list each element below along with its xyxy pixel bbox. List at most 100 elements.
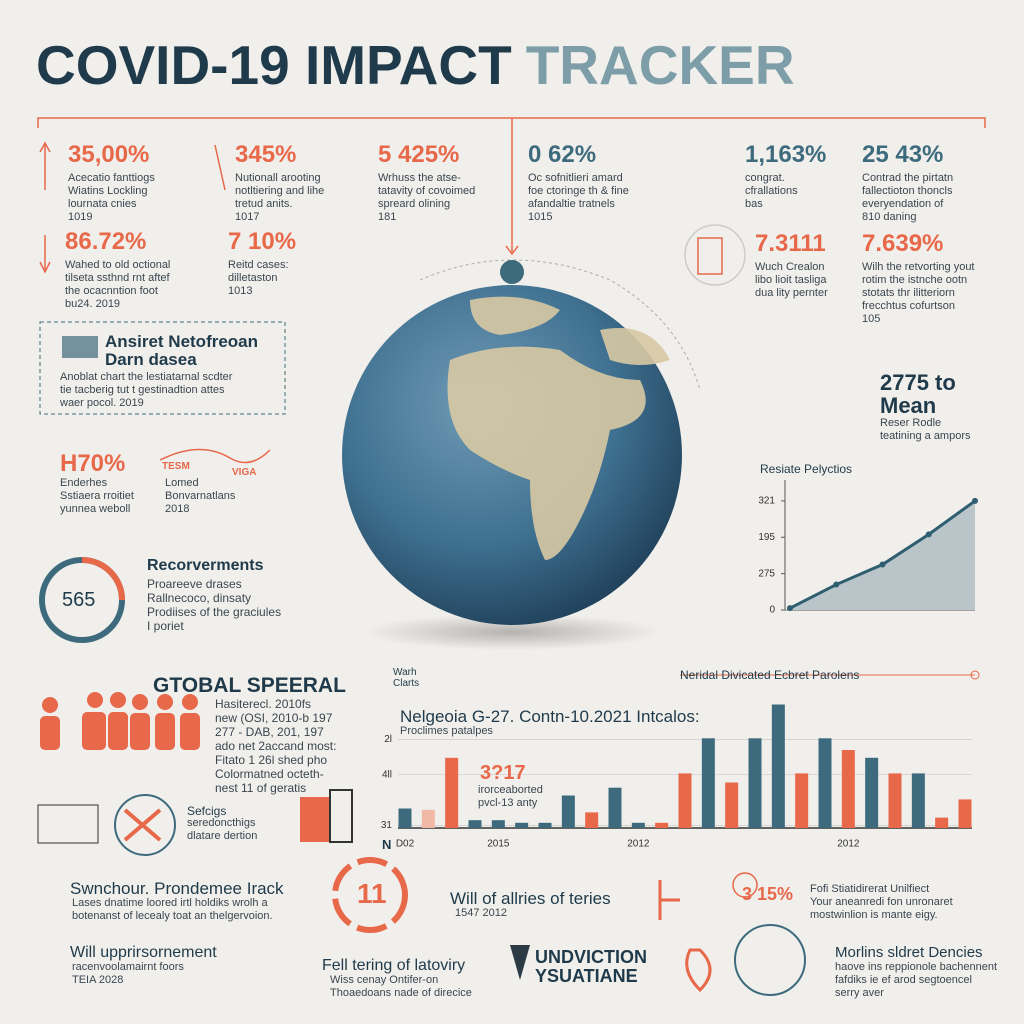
bar bbox=[911, 773, 925, 828]
stat-text: 181 bbox=[378, 211, 397, 223]
people-icons bbox=[40, 692, 200, 750]
bar bbox=[445, 757, 459, 828]
bar bbox=[795, 773, 809, 828]
panel-heading: YSUATIANE bbox=[535, 965, 638, 986]
panel-text: nest 11 of geratis bbox=[215, 781, 307, 795]
panel-text: haove ins reppionole bachennent bbox=[835, 961, 998, 973]
area bbox=[785, 500, 975, 610]
frame-lines bbox=[37, 117, 986, 256]
stat-text: Wuch Crealon bbox=[755, 261, 825, 273]
stat-text: dua lity pernter bbox=[755, 287, 828, 299]
point bbox=[972, 497, 978, 504]
stat-text: foe ctoringe th & fine bbox=[528, 185, 629, 197]
bar bbox=[538, 822, 552, 828]
panel-text: serry aver bbox=[835, 987, 884, 999]
stat-text: Wahed to old octional bbox=[65, 259, 171, 271]
stat-value: 5 425% bbox=[378, 141, 460, 168]
bar bbox=[585, 812, 599, 828]
stat-text: afandaltie tratnels bbox=[528, 198, 615, 210]
stat-text: stotats thr ilitteriorn bbox=[862, 287, 955, 299]
panel-text: waer pocol. 2019 bbox=[60, 397, 144, 409]
panel-text: Prodiises of the graciules bbox=[147, 605, 282, 619]
panel-text: Colormatned octeth- bbox=[215, 767, 324, 781]
panel-text: irorceaborted bbox=[478, 784, 543, 796]
bar bbox=[818, 738, 832, 828]
panel-text: yunnea weboll bbox=[60, 503, 131, 515]
stat-value: 345% bbox=[235, 141, 297, 168]
panel-heading: 2775 to bbox=[880, 370, 956, 395]
stat-text: Oc sofnitlieri amard bbox=[528, 172, 623, 184]
stat-text: fallectioton thoncls bbox=[862, 185, 953, 197]
bar bbox=[748, 738, 762, 828]
bar bbox=[958, 799, 972, 828]
point bbox=[787, 605, 793, 612]
panel-heading: 3 15% bbox=[742, 884, 794, 904]
panel-heading: Ansiret Netofreoan bbox=[105, 332, 259, 351]
panel-text: Enderhes bbox=[60, 477, 108, 489]
panel-text: Reser Rodle bbox=[880, 417, 942, 429]
chart-title: Nelgeoia G-27. Contn-10.2021 Intcalos: bbox=[400, 707, 700, 726]
point bbox=[925, 531, 932, 538]
panel-heading: Morlins sldret Dencies bbox=[835, 944, 983, 961]
stat-text: 105 bbox=[862, 313, 881, 325]
land bbox=[447, 296, 670, 560]
panel-text: Bonvarnatlans bbox=[165, 490, 236, 502]
panel-heading: Fell tering of latoviry bbox=[322, 957, 466, 974]
bar bbox=[561, 795, 575, 828]
stat-text: Acecatio fanttiogs bbox=[68, 172, 155, 184]
stat-value: 35,00% bbox=[68, 141, 150, 168]
stat-text: rotim the istnche ootn bbox=[862, 274, 968, 286]
stat-text: 810 daning bbox=[862, 211, 917, 223]
stat-value: 7.3111 bbox=[755, 230, 826, 257]
panel-text: seredoncthigs bbox=[187, 817, 256, 829]
y-tick-label: 0 bbox=[769, 605, 775, 616]
stat-value: 86.72% bbox=[65, 228, 147, 255]
panel-heading: Darn dasea bbox=[105, 349, 197, 369]
stat-text: Nutionall arooting bbox=[235, 172, 321, 184]
bar bbox=[631, 822, 645, 828]
stat-value: 25 43% bbox=[862, 141, 944, 168]
stat-text: spreard olining bbox=[378, 198, 451, 210]
x-tick-label: 2015 bbox=[487, 839, 510, 850]
bar bbox=[678, 773, 692, 828]
cross-icon bbox=[123, 808, 162, 842]
stat-text: Wiatins Lockling bbox=[68, 185, 148, 197]
panel-icon bbox=[62, 336, 98, 358]
chart-subtitle: Proclimes patalpes bbox=[400, 725, 493, 737]
stat-text: 1017 bbox=[235, 211, 260, 223]
stat-text: libo lioit tasliga bbox=[755, 274, 827, 286]
bar bbox=[398, 808, 412, 828]
y-tick-label: 31 bbox=[381, 820, 393, 831]
panel-text: racenvoolamairnt foors bbox=[72, 961, 184, 973]
gauge-value: 565 bbox=[62, 589, 96, 611]
bar bbox=[701, 738, 715, 828]
panel-heading: H70% bbox=[60, 450, 126, 477]
stat-text: bas bbox=[745, 198, 763, 210]
scribble bbox=[159, 448, 271, 464]
bar bbox=[421, 809, 435, 828]
device-icon bbox=[329, 789, 353, 843]
stat-text: lournata cnies bbox=[68, 198, 137, 210]
panel-text: Wiss cenay Ontifer-on bbox=[330, 974, 439, 986]
y-tick-label: 2l bbox=[384, 734, 392, 745]
stat-text: everyendation of bbox=[862, 198, 944, 210]
panel-text: pvcl-13 anty bbox=[478, 797, 538, 809]
panel-text: dlatare dertion bbox=[187, 830, 258, 842]
panel-text: Sstiaera rroitiet bbox=[60, 490, 134, 502]
panel-heading: Mean bbox=[880, 393, 937, 419]
title-dark: COVID-19 IMPACT bbox=[36, 34, 512, 96]
chart-title: Resiate Pelyctios bbox=[760, 462, 853, 476]
panel-text: Fitato 1 26l shed pho bbox=[215, 753, 328, 767]
point bbox=[833, 581, 840, 588]
panel-heading: VIGA bbox=[232, 467, 257, 478]
panel-text: Rallnecoco, dinsaty bbox=[147, 591, 252, 605]
bar bbox=[468, 820, 482, 828]
shield-icon bbox=[510, 945, 530, 980]
panel-heading: Swnchour. Prondemee Irack bbox=[70, 879, 284, 898]
stat-text: tilseta ssthnd rnt aftef bbox=[65, 272, 170, 284]
panel-text: Lases dnatime loored irtl holdiks wrolh … bbox=[72, 897, 268, 909]
stat-text: the ocacnntion foot bbox=[65, 285, 158, 297]
panel-text: mostwinlion is mante eigy. bbox=[810, 909, 938, 921]
panel-text: teatining a ampors bbox=[880, 430, 971, 442]
